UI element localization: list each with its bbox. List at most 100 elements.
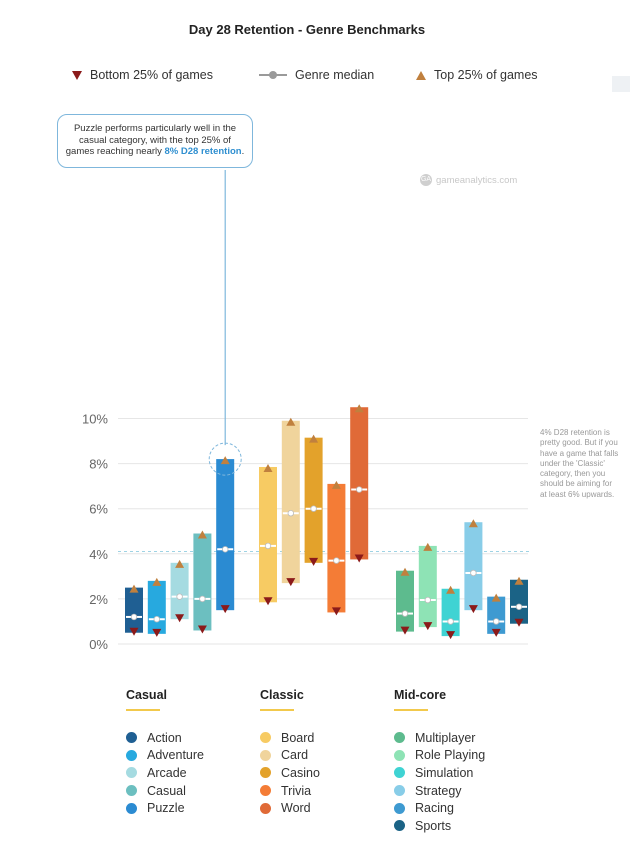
legend-swatch [394,732,405,744]
legend-item: Casino [260,764,320,782]
legend-label: Simulation [415,765,474,780]
legend-group-title: Casual [126,688,167,702]
median-dot-board [264,542,272,550]
bottom-triangle-icon [72,70,82,80]
bottom-marker-puzzle [220,605,230,614]
y-tick-label: 0% [89,637,108,652]
legend-item: Adventure [126,747,204,765]
legend-median: Genre median [259,68,374,82]
legend-item: Action [126,729,204,747]
bottom-marker-word [354,554,364,563]
legend-label: Sports [415,818,452,833]
median-dot-role-playing [424,596,431,604]
bar-arcade [170,562,189,620]
bottom-marker-racing [491,628,501,637]
bottom-marker-role-playing [423,622,433,631]
median-dot-word [356,486,363,493]
legend-item: Casual [126,782,204,800]
top-marker-adventure [152,577,162,586]
legend-label: Casual [147,783,186,798]
callout-highlight: 8% D28 retention [164,146,242,157]
legend-swatch [394,767,405,779]
bottom-marker-card [286,578,296,587]
legend-swatch [126,767,137,779]
legend-bottom-label: Bottom 25% of games [90,68,213,82]
legend-label: Casino [281,765,320,780]
bar-strategy [464,522,483,611]
legend-swatch [394,802,405,814]
legend-swatch [260,749,271,761]
top-marker-multiplayer [400,567,410,576]
legend-swatch [394,820,405,832]
legend-item: Arcade [126,764,204,782]
legend-item: Board [260,729,320,747]
median-dot-card [287,510,294,517]
legend-swatch [394,785,405,797]
watermark: GA gameanalytics.com [420,174,517,186]
legend-label: Board [281,730,315,745]
legend-median-label: Genre median [295,68,375,82]
median-dot-multiplayer [401,610,409,617]
top-marker-simulation [446,585,456,594]
legend-item: Word [260,799,320,817]
legend-group-mid-core: Mid-core Multiplayer Role Playing Simulatio… [394,688,485,835]
callout-highlight-circle [208,442,242,476]
legend-swatch [260,785,271,797]
median-dot-puzzle [221,546,229,553]
median-dot-trivia [333,557,340,564]
median-dot-casual [199,595,206,603]
top-marker-card [286,417,296,426]
legend-top-quartile: Top 25% of games [416,68,538,82]
legend-item: Multiplayer [394,729,485,747]
legend-label: Word [281,801,311,816]
median-dot-adventure [153,615,160,623]
bar-puzzle [216,459,235,611]
top-marker-sports [514,576,524,585]
legend-label: Strategy [415,783,462,798]
legend-label: Arcade [147,765,187,780]
bar-card [281,420,300,584]
bottom-marker-simulation [446,631,456,640]
callout-end: . [241,146,245,157]
bottom-marker-casino [309,557,319,566]
legend-item: Sports [394,817,485,835]
median-line-icon [259,70,287,80]
bar-multiplayer [396,570,414,632]
legend-label: Role Playing [415,748,486,763]
median-dot-strategy [470,569,477,577]
top-marker-puzzle [220,456,230,465]
legend-group-casual: Casual Action Adventure Arcade Casual Puzzle [126,688,204,817]
y-tick-label: 4% [89,547,108,562]
bar-board [259,466,277,603]
legend-item: Simulation [394,764,485,782]
legend-swatch [260,802,271,814]
median-dot-casino [310,505,317,512]
legend-item: Racing [394,799,485,817]
top-marker-trivia [331,480,341,489]
bottom-marker-casual [197,625,207,634]
bottom-marker-adventure [152,628,162,637]
bottom-marker-strategy [468,605,478,614]
top-marker-word [354,404,364,413]
legend-swatch [126,732,137,744]
legend-group-underline [126,709,160,711]
side-decoration [612,76,630,92]
median-dot-sports [515,603,523,610]
puzzle-callout: Puzzle performs particularly well in the… [57,114,253,168]
legend-group-title: Classic [260,688,304,702]
bar-racing [487,596,506,634]
top-marker-action [129,584,139,593]
bottom-marker-board [263,597,273,606]
bar-action [125,587,143,633]
legend-label: Adventure [147,748,204,763]
gameanalytics-logo-icon: GA [420,174,432,186]
legend-label: Multiplayer [415,730,476,745]
bar-simulation [441,588,460,637]
top-marker-casino [309,434,319,443]
legend-swatch [260,732,271,744]
median-dot-racing [493,618,500,625]
legend-bottom-quartile: Bottom 25% of games [72,68,213,82]
bottom-marker-arcade [175,614,185,623]
legend-swatch [260,767,271,779]
top-marker-board [263,463,273,472]
